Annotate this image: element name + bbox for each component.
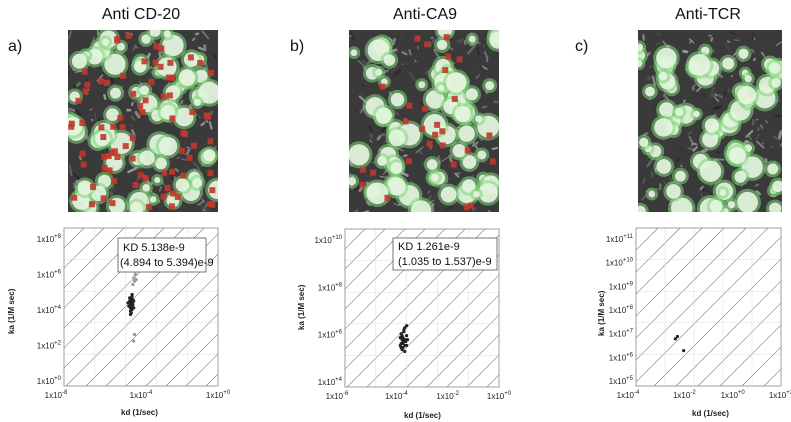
chart-c: 1x10-4 1x10-2 1x10+0 1x10+2 1x10+11 1x10+10 1x…	[597, 227, 791, 418]
data-point	[134, 277, 138, 282]
tick-label: 1x10-4	[617, 390, 640, 400]
tick-label: 1x10+9	[609, 281, 634, 291]
panel-letter-c: c)	[575, 38, 589, 55]
xlabel-c: kd (1/sec)	[692, 409, 729, 418]
kd-box-b	[392, 237, 498, 271]
microscopy-image-a	[68, 30, 218, 212]
kd-value-b: KD 1.261e-9	[398, 241, 460, 253]
tick-label: 1x10-4	[385, 391, 408, 401]
data-point	[126, 301, 130, 305]
tick-label: 1x10+6	[37, 270, 62, 280]
data-point	[133, 272, 137, 277]
tick-label: 1x10-2	[673, 390, 696, 400]
kd-range-a: (4.894 to 5.394)e-9	[120, 257, 214, 269]
xlabel-b: kd (1/sec)	[404, 411, 441, 420]
data-point	[399, 332, 403, 336]
data-point	[128, 299, 133, 303]
tick-label: 1x10+2	[769, 390, 791, 400]
tick-label: 1x10+4	[37, 305, 62, 315]
kd-value-a: KD 5.138e-9	[123, 242, 185, 254]
panel-title-a: Anti CD-20	[101, 6, 181, 23]
data-point	[131, 282, 135, 287]
tick-label: 1x10+10	[605, 258, 633, 268]
chart-a: KD 5.138e-9 (4.894 to 5.394)e-9 1x10-8 1x…	[7, 227, 231, 417]
data-point	[403, 349, 407, 354]
panel-letter-b: b)	[290, 38, 305, 55]
panel-letter-a: a)	[8, 38, 23, 55]
tick-label: 1x10+0	[721, 390, 746, 400]
tick-label: 1x10+6	[318, 330, 343, 340]
data-point	[398, 336, 402, 340]
data-point	[128, 312, 133, 317]
data-point	[405, 343, 409, 348]
data-point	[682, 349, 686, 353]
tick-label: 1x10+11	[606, 234, 634, 244]
tick-label: 1x10+10	[314, 235, 342, 245]
tick-label: 1x10+7	[609, 329, 634, 339]
data-point	[673, 337, 677, 341]
tick-label: 1x10+6	[609, 352, 634, 362]
tick-label: 1x10+5	[609, 376, 634, 386]
tick-label: 1x10+0	[37, 376, 62, 386]
data-point	[128, 296, 132, 300]
tick-label: 1x10+8	[37, 234, 62, 244]
data-point	[401, 345, 405, 350]
data-point	[402, 339, 406, 344]
tick-label: 1x10-2	[436, 391, 459, 401]
tick-label: 1x10+0	[206, 390, 231, 400]
data-point	[132, 299, 136, 303]
panel-title-c: Anti-TCR	[675, 6, 741, 23]
data-point	[132, 332, 137, 337]
data-point	[405, 324, 409, 328]
xlabel-a: kd (1/sec)	[121, 408, 158, 417]
microscopy-image-c	[638, 30, 782, 212]
tick-label: 1x10+8	[318, 282, 343, 292]
kd-range-b: (1.035 to 1.537)e-9	[398, 256, 492, 268]
ylabel-b: ka (1/M sec)	[297, 284, 306, 330]
data-point	[675, 334, 680, 339]
microscopy-image-b	[349, 30, 499, 212]
tick-label: 1x10+0	[487, 391, 512, 401]
tick-label: 1x10+4	[318, 377, 343, 387]
data-point	[130, 292, 134, 297]
data-point	[405, 334, 409, 338]
kd-box-a	[117, 237, 207, 273]
chart-b: KD 1.261e-9 (1.035 to 1.537)e-9 1x10-6 1x…	[297, 228, 512, 420]
ylabel-a: ka (1/M sec)	[7, 288, 16, 334]
tick-label: 1x10-6	[326, 391, 349, 401]
panel-title-b: Anti-CA9	[392, 6, 458, 23]
data-point	[130, 307, 134, 312]
tick-label: 1x10+8	[609, 305, 634, 315]
tick-label: 1x10-8	[45, 390, 68, 400]
ylabel-c: ka (1/M sec)	[597, 290, 606, 336]
data-point	[132, 339, 136, 343]
data-point	[132, 276, 136, 280]
data-point	[129, 302, 133, 307]
tick-label: 1x10+2	[37, 341, 62, 351]
data-point	[405, 338, 410, 342]
tick-label: 1x10-4	[130, 390, 153, 400]
